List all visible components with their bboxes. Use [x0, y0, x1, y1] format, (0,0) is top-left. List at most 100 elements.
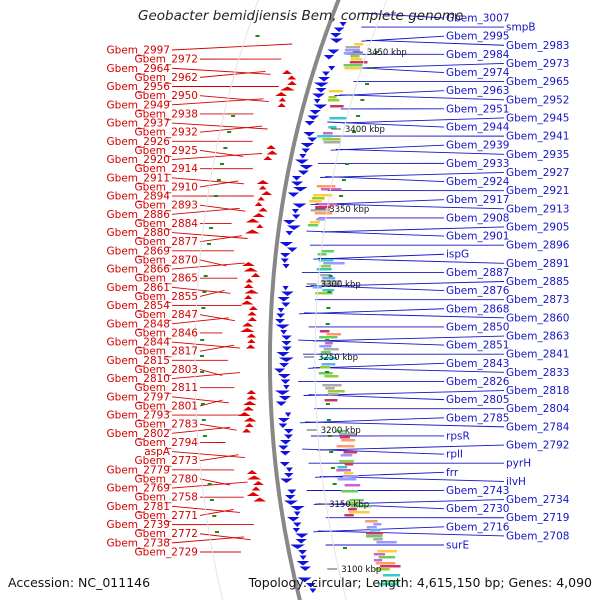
- reverse-gene-arrow: [281, 302, 291, 307]
- left-gene-label: Gbem_2877: [135, 236, 198, 248]
- left-gene-label: Gbem_2729: [135, 547, 198, 559]
- feature-annotation-block: [319, 345, 332, 348]
- rna-feature-mark: [216, 179, 221, 181]
- left-gene-label: Gbem_2848: [107, 318, 170, 330]
- rna-feature-mark: [231, 115, 236, 117]
- left-gene-label: Gbem_2866: [107, 264, 171, 276]
- feature-annotation-block: [320, 366, 331, 369]
- reverse-gene-arrow: [286, 225, 301, 230]
- left-gene-label: Gbem_2854: [107, 300, 171, 312]
- feature-annotation-block: [313, 194, 333, 197]
- right-gene-label: Gbem_2965: [506, 76, 569, 88]
- left-gene-label: Gbem_2956: [107, 81, 171, 93]
- right-gene-label: Gbem_2939: [446, 140, 509, 152]
- left-gene-label: Gbem_2781: [107, 501, 170, 513]
- feature-annotation-block: [337, 466, 348, 469]
- feature-annotation-block: [322, 277, 336, 280]
- rna-feature-mark: [360, 99, 365, 101]
- right-gene-label: Gbem_2876: [446, 285, 510, 297]
- left-gene-label: Gbem_2846: [135, 327, 199, 339]
- reverse-gene-arrow: [279, 363, 290, 368]
- right-gene-label: Gbem_2719: [506, 512, 569, 524]
- left-callout-line: [171, 122, 268, 130]
- reverse-gene-arrow: [313, 82, 329, 87]
- forward-gene-arrow: [287, 81, 297, 85]
- feature-annotation-block: [324, 375, 339, 378]
- rna-feature-mark: [375, 51, 379, 53]
- forward-gene-arrow: [254, 202, 263, 206]
- reverse-gene-arrow: [315, 88, 327, 93]
- right-gene-label: Gbem_2917: [446, 194, 509, 206]
- feature-annotation-block: [326, 333, 341, 336]
- feature-annotation-block: [348, 511, 370, 514]
- reverse-gene-arrow: [303, 132, 316, 137]
- left-gene-label: Gbem_2794: [135, 437, 199, 449]
- left-gene-label: Gbem_2847: [135, 309, 198, 321]
- feature-annotation-block: [317, 253, 327, 256]
- position-marker-label: 3450 kbp: [367, 48, 407, 58]
- forward-gene-arrow: [248, 306, 258, 310]
- left-gene-label: Gbem_2911: [107, 172, 170, 184]
- reverse-gene-arrow: [322, 71, 330, 76]
- genome-title: Geobacter bemidjiensis Bem, complete gen…: [138, 8, 464, 24]
- reverse-gene-arrow: [275, 401, 287, 406]
- reverse-gene-arrow: [276, 313, 286, 318]
- left-callout-line: [199, 509, 234, 516]
- right-gene-label: Gbem_2708: [506, 530, 569, 542]
- forward-gene-arrow: [251, 486, 261, 491]
- right-callout-line: [310, 285, 445, 292]
- left-callout-line: [199, 289, 225, 297]
- feature-annotation-block: [310, 209, 330, 212]
- left-callout-line: [199, 454, 239, 462]
- left-gene-label: Gbem_2865: [135, 273, 198, 285]
- rna-feature-mark: [325, 323, 330, 325]
- feature-annotation-block: [321, 363, 336, 366]
- left-callout-line: [171, 153, 263, 160]
- reverse-gene-arrow: [281, 291, 294, 296]
- left-gene-label: aspA: [144, 446, 171, 458]
- right-gene-label: Gbem_2913: [506, 203, 569, 215]
- right-gene-label: Gbem_2974: [446, 67, 510, 79]
- feature-annotation-block: [324, 399, 338, 402]
- forward-gene-arrow: [256, 180, 269, 184]
- right-gene-label: Gbem_2716: [446, 521, 510, 533]
- forward-gene-arrow: [247, 317, 257, 321]
- position-marker-label: 3100 kbp: [341, 565, 381, 575]
- reverse-gene-arrow: [297, 550, 307, 555]
- feature-annotation-block: [366, 535, 383, 538]
- rna-feature-mark: [325, 403, 330, 405]
- feature-annotation-block: [339, 460, 354, 463]
- left-gene-label: Gbem_2739: [107, 519, 170, 531]
- left-callout-line: [199, 235, 242, 243]
- reverse-gene-arrow: [283, 500, 298, 505]
- feature-annotation-block: [320, 188, 342, 191]
- left-gene-label: Gbem_2884: [135, 218, 199, 230]
- reverse-gene-arrow: [277, 418, 290, 423]
- feature-annotation-block: [323, 262, 345, 265]
- feature-annotation-block: [328, 90, 344, 93]
- left-callout-line: [171, 426, 231, 434]
- feature-annotation-block: [375, 562, 396, 565]
- left-gene-label: Gbem_2870: [135, 254, 198, 266]
- rna-feature-mark: [365, 83, 369, 85]
- right-gene-label: Gbem_2863: [506, 331, 569, 343]
- reverse-gene-arrow: [297, 577, 312, 582]
- left-gene-label: Gbem_2962: [135, 72, 198, 84]
- left-gene-label: Gbem_2949: [107, 99, 170, 111]
- feature-annotation-block: [354, 43, 364, 46]
- feature-annotation-block: [380, 565, 401, 568]
- feature-annotation-block: [330, 105, 344, 108]
- reverse-gene-arrow: [307, 137, 318, 142]
- reverse-gene-arrow: [280, 253, 291, 258]
- reverse-gene-arrow: [283, 434, 294, 439]
- rna-feature-mark: [343, 547, 347, 549]
- genome-backbone: [194, 0, 388, 600]
- feature-annotation-block: [341, 490, 358, 493]
- rna-feature-mark: [328, 275, 333, 277]
- reverse-gene-arrow: [279, 242, 294, 247]
- reverse-gene-arrow: [280, 478, 293, 483]
- reverse-gene-arrow: [284, 495, 296, 500]
- reverse-gene-arrow: [307, 115, 320, 120]
